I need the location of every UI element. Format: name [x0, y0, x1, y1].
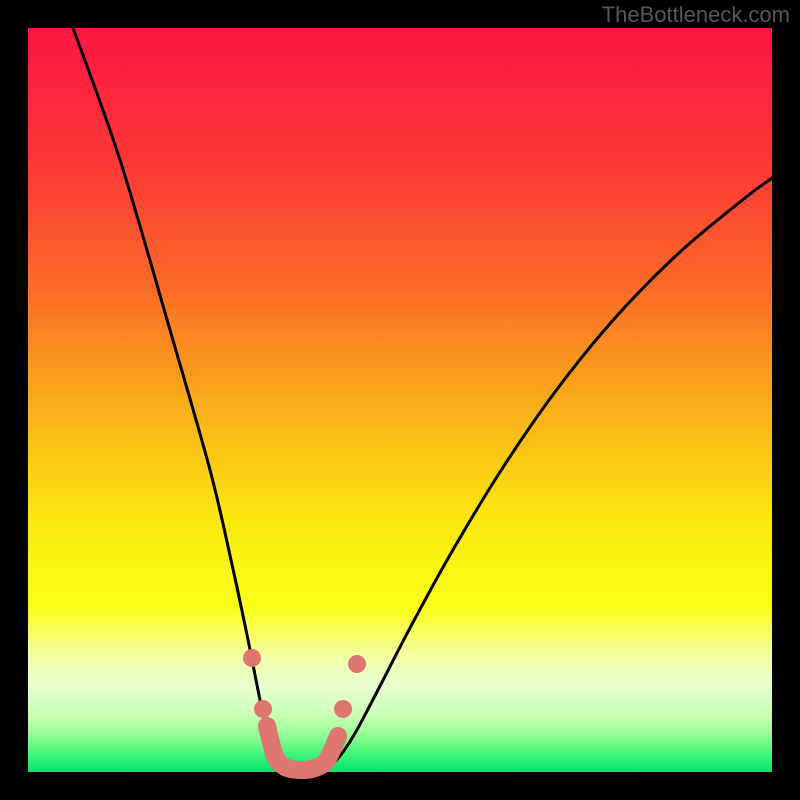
highlight-dot: [348, 655, 366, 673]
watermark-text: TheBottleneck.com: [602, 2, 790, 28]
gradient-area: [28, 28, 772, 772]
chart-stage: TheBottleneck.com: [0, 0, 800, 800]
bottleneck-chart: [0, 0, 800, 800]
highlight-dot: [254, 700, 272, 718]
highlight-dot: [243, 649, 261, 667]
highlight-dot: [334, 700, 352, 718]
